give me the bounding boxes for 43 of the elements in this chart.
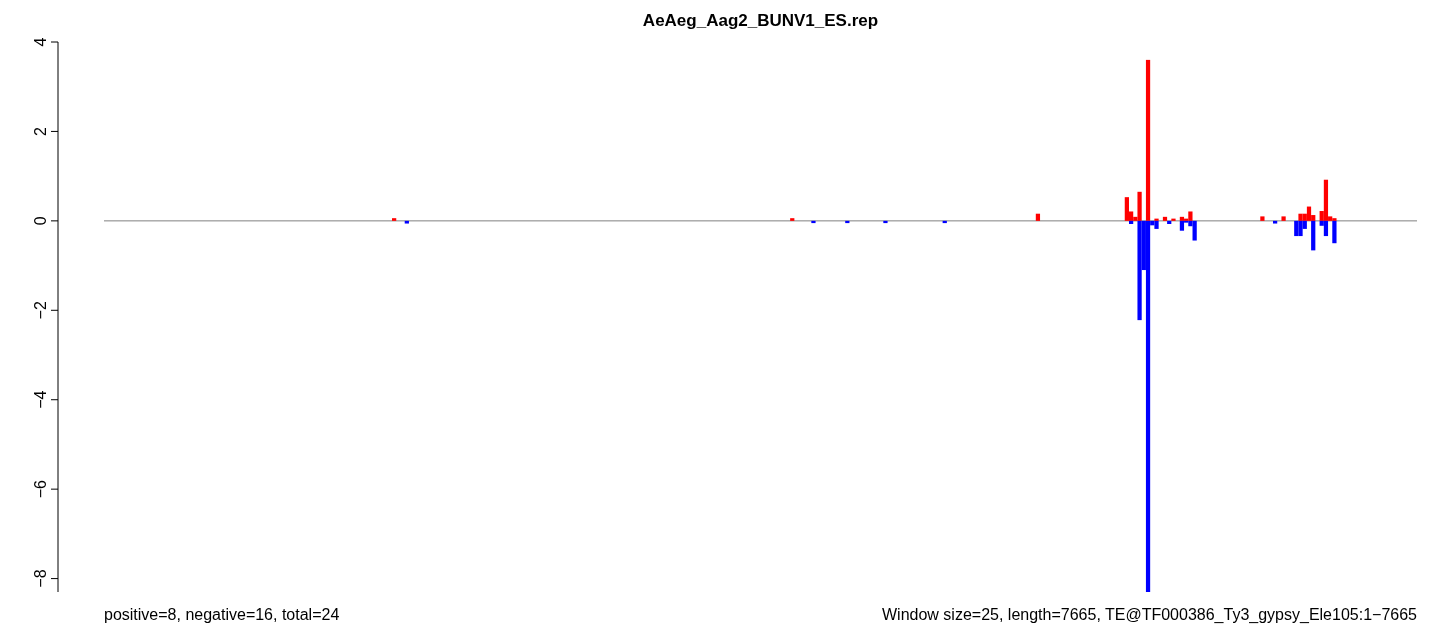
bar	[1035, 213, 1041, 221]
bar	[1323, 179, 1329, 221]
bar	[1192, 220, 1197, 241]
bar	[404, 220, 409, 224]
bar	[392, 218, 397, 221]
y-tick-label: 0	[32, 216, 49, 226]
bar	[1137, 220, 1142, 321]
bar	[1260, 216, 1265, 221]
bar	[1179, 216, 1185, 221]
bar	[1171, 218, 1176, 221]
bar	[1332, 218, 1337, 221]
bar	[1294, 220, 1299, 237]
text: Window size=25, length=7665, TE@TF000386_Ty3_gypsy_Ele105:1−7665	[882, 606, 1418, 624]
bar	[1298, 213, 1303, 221]
bar	[790, 218, 795, 221]
bar	[1332, 220, 1337, 244]
bar	[1323, 220, 1329, 237]
y-tick-label: −4	[32, 390, 49, 409]
bar	[1179, 220, 1185, 231]
y-tick-label: −8	[32, 569, 49, 588]
bar	[1162, 216, 1168, 221]
bar	[1272, 220, 1278, 224]
text: positive=8, negative=16, total=24	[104, 606, 340, 623]
bar	[1281, 216, 1286, 221]
chart-title: AeAeg_Aag2_BUNV1_ES.rep	[642, 11, 879, 30]
bar	[1137, 191, 1142, 221]
bar	[1124, 197, 1129, 221]
bar	[1154, 220, 1159, 229]
bar	[1154, 218, 1159, 221]
bar	[1128, 220, 1134, 224]
bar	[1306, 206, 1312, 221]
bar	[1188, 211, 1193, 221]
bar	[1298, 220, 1303, 237]
y-tick-label: −2	[32, 301, 49, 320]
y-tick-label: 4	[32, 37, 49, 47]
bar	[1145, 59, 1151, 221]
y-tick-label: 2	[32, 126, 49, 136]
bar	[1167, 220, 1172, 224]
bar	[883, 220, 888, 224]
bar	[811, 220, 816, 224]
bar	[1311, 220, 1316, 251]
bar	[1145, 220, 1151, 592]
y-tick-label: −6	[32, 479, 49, 499]
